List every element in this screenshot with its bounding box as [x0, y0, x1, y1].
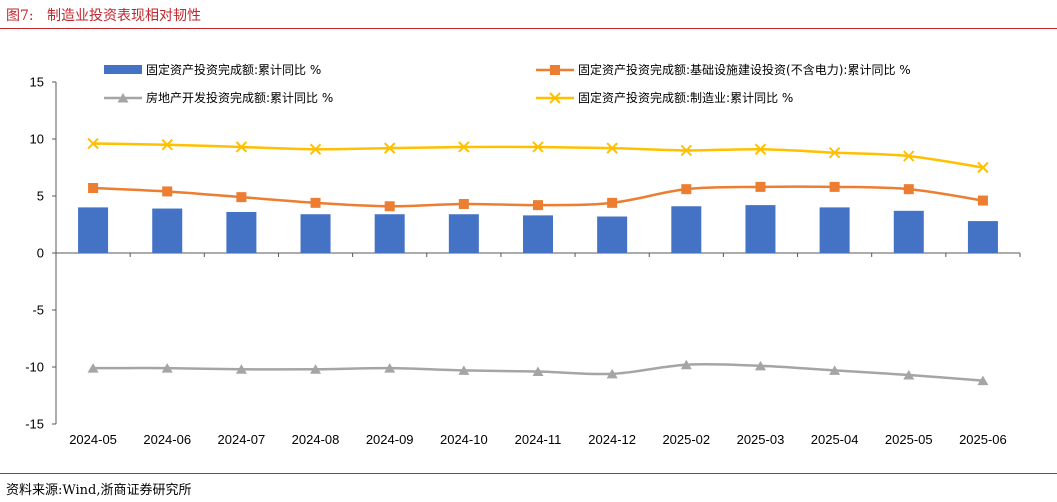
y-tick-label: -5	[32, 303, 44, 318]
legend-marker	[550, 65, 560, 75]
source-note: 资料来源:Wind,浙商证券研究所	[6, 483, 192, 498]
legend: 固定资产投资完成额:累计同比 % 固定资产投资完成额:基础设施建设投资(不含电力)…	[104, 62, 911, 105]
data-point	[606, 368, 618, 379]
data-point	[754, 360, 766, 371]
legend-item: 固定资产投资完成额:制造业:累计同比 %	[536, 90, 793, 105]
data-point	[829, 365, 841, 375]
title-rule	[0, 28, 1057, 29]
data-point	[755, 181, 766, 192]
data-point	[829, 181, 840, 192]
x-tick-label: 2024-05	[69, 432, 117, 447]
data-point	[532, 366, 544, 377]
data-point	[161, 138, 173, 151]
data-point	[977, 195, 988, 206]
x-tick-label: 2024-08	[292, 432, 340, 447]
x-tick-label: 2025-03	[737, 432, 785, 447]
data-point	[458, 365, 470, 375]
legend-label: 固定资产投资完成额:累计同比 %	[146, 62, 321, 77]
bar	[671, 206, 702, 253]
x-tick-label: 2024-07	[218, 432, 266, 447]
data-point	[533, 200, 543, 211]
data-point	[903, 184, 914, 195]
data-point	[754, 143, 767, 155]
legend-item: 固定资产投资完成额:基础设施建设投资(不含电力):累计同比 %	[536, 62, 911, 77]
bar	[523, 215, 553, 253]
y-tick-label: 15	[30, 75, 44, 90]
bar	[967, 221, 998, 253]
plot-area	[78, 137, 998, 386]
data-point	[977, 375, 989, 386]
figure-title: 图7: 制造业投资表现相对韧性	[6, 8, 201, 24]
data-point	[236, 192, 247, 203]
y-tick-label: 10	[30, 132, 44, 147]
x-tick-label: 2025-04	[811, 432, 859, 447]
legend-item: 房地产开发投资完成额:累计同比 %	[104, 90, 333, 105]
data-point	[903, 369, 915, 380]
legend-label: 固定资产投资完成额:基础设施建设投资(不含电力):累计同比 %	[578, 62, 911, 77]
data-point	[87, 137, 99, 150]
x-tick-label: 2024-11	[515, 432, 562, 447]
y-tick-label: -10	[25, 360, 44, 375]
data-point	[458, 141, 470, 153]
data-point	[88, 183, 99, 194]
bar	[745, 205, 776, 253]
data-point	[977, 161, 989, 174]
bar	[226, 211, 257, 253]
data-point	[680, 359, 692, 370]
legend-item: 固定资产投资完成额:累计同比 %	[104, 62, 321, 77]
data-point	[606, 142, 618, 154]
chart: 固定资产投资完成额:累计同比 % 固定资产投资完成额:基础设施建设投资(不含电力)…	[25, 62, 1021, 447]
x-tick-label: 2025-05	[885, 432, 933, 447]
data-point	[310, 364, 322, 374]
data-point	[162, 186, 173, 197]
bar	[597, 216, 628, 253]
x-tick-label: 2024-10	[440, 432, 488, 447]
bar	[893, 210, 924, 253]
data-point	[235, 141, 248, 153]
bar	[819, 207, 850, 253]
data-point	[532, 141, 544, 153]
data-point	[87, 363, 99, 373]
data-point	[161, 363, 173, 373]
data-point	[310, 197, 321, 208]
x-tick-label: 2025-06	[959, 432, 1007, 447]
data-point	[309, 143, 322, 155]
legend-label: 固定资产投资完成额:制造业:累计同比 %	[578, 90, 793, 105]
data-point	[458, 198, 469, 209]
data-point	[828, 146, 841, 159]
legend-marker	[549, 92, 561, 104]
bar	[448, 214, 479, 253]
y-tick-label: -15	[25, 417, 44, 432]
x-tick-label: 2024-09	[366, 432, 414, 447]
x-tick-label: 2024-06	[143, 432, 191, 447]
data-point	[384, 363, 396, 373]
legend-marker	[117, 93, 129, 103]
x-tick-label: 2025-02	[662, 432, 710, 447]
data-point	[384, 201, 395, 212]
legend-label: 房地产开发投资完成额:累计同比 %	[146, 90, 333, 105]
bar	[374, 214, 405, 253]
y-tick-label: 5	[37, 189, 44, 204]
data-point	[681, 184, 692, 195]
data-point	[235, 364, 247, 374]
bar	[78, 207, 109, 253]
source-rule	[0, 473, 1057, 474]
data-point	[680, 144, 693, 157]
data-point	[903, 150, 915, 162]
bar	[152, 208, 183, 253]
axes: 15 10 5 0 -5 -10 -15 2024-05 2024-06 2024-07 2024-…	[25, 75, 1021, 447]
y-tick-label: 0	[37, 246, 44, 261]
legend-swatch	[104, 65, 142, 74]
data-point	[607, 197, 618, 208]
bar	[300, 214, 331, 253]
data-point	[383, 142, 396, 154]
x-tick-label: 2024-12	[588, 432, 636, 447]
